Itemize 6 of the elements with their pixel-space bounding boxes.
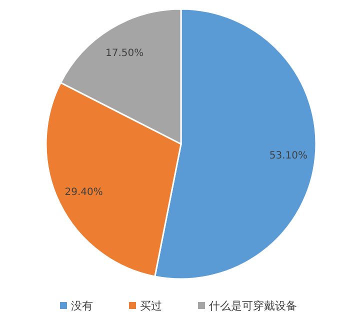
data-label: 29.40%: [64, 187, 103, 198]
legend-label: 买过: [140, 300, 162, 312]
data-label: 53.10%: [269, 150, 308, 162]
legend-label: 没有: [71, 300, 93, 312]
data-label: 17.50%: [106, 48, 144, 59]
legend-label: 什么是可穿戴设备: [209, 300, 297, 312]
